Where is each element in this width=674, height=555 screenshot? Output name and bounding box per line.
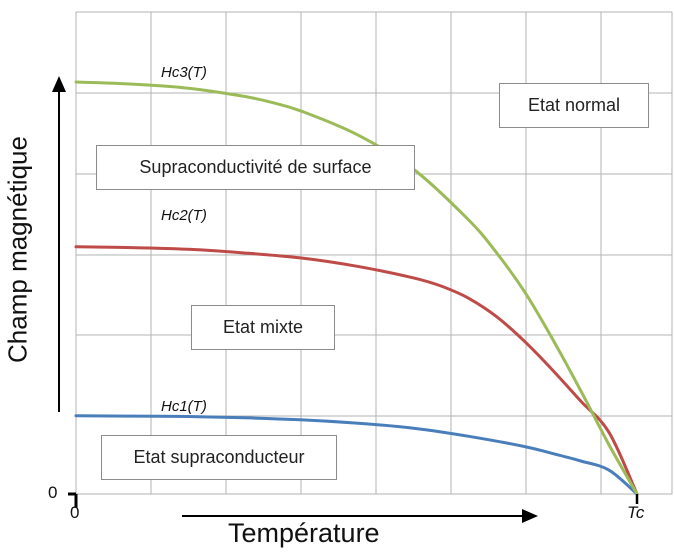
x-tick-label-tc: Tc [627,503,645,522]
series-layer [74,80,639,496]
region-label-etat-mixte: Etat mixte [191,305,335,350]
region-label-etat-supraconducteur: Etat supraconducteur [101,435,337,480]
region-label-supraconductivite-surface: Supraconductivité de surface [96,145,415,190]
series-line-hc2t [74,245,639,496]
axes [52,76,639,523]
x-arrow-head [522,509,538,523]
curve-label-hc3: Hc3(T) [161,64,207,81]
curve-label-hc1: Hc1(T) [161,398,207,415]
x-tick-label-0: 0 [70,503,80,522]
y-tick-label-0: 0 [48,483,58,502]
x-axis-label: Température [228,518,380,548]
series-line-hc3t [74,80,639,496]
curve-label-hc2: Hc2(T) [161,207,207,224]
series-line-hc1t [74,414,639,496]
region-label-etat-normal: Etat normal [499,83,649,128]
y-axis-label: Champ magnétique [2,136,33,363]
y-arrow-head [52,76,66,92]
